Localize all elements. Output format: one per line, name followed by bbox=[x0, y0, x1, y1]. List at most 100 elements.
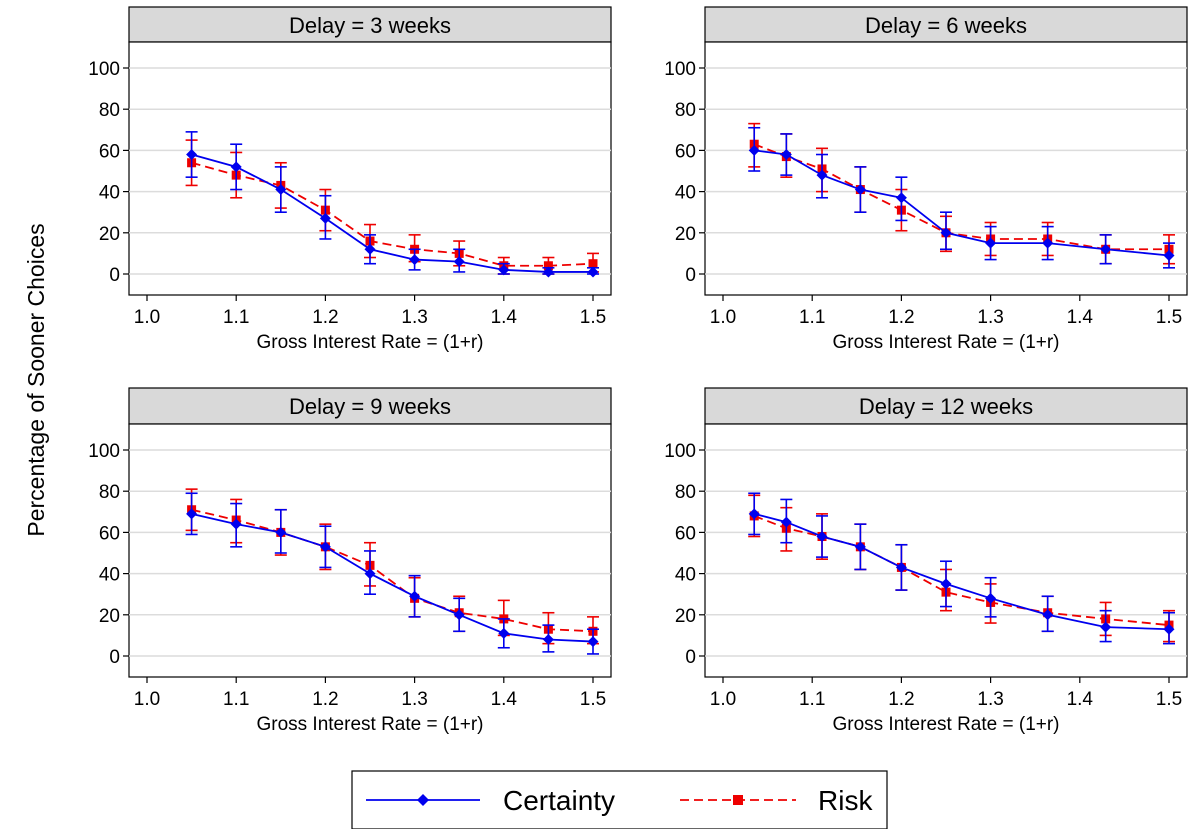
data-point bbox=[748, 144, 760, 156]
x-tick-label: 1.4 bbox=[1067, 307, 1094, 328]
panel-3: Delay = 9 weeks 0 20 40 60 80 100 1.0 1.1 1.2 1.3 1… bbox=[88, 387, 612, 735]
data-point bbox=[275, 526, 287, 538]
data-point bbox=[453, 256, 465, 268]
y-tick-label: 60 bbox=[675, 523, 696, 544]
x-tick-label: 1.0 bbox=[134, 307, 160, 328]
data-point bbox=[895, 192, 907, 204]
x-tick-label: 1.2 bbox=[888, 307, 914, 328]
x-tick-label: 1.2 bbox=[888, 689, 914, 710]
x-tick-label: 1.1 bbox=[223, 307, 249, 328]
data-point bbox=[1100, 243, 1112, 255]
x-tick-label: 1.5 bbox=[580, 307, 606, 328]
data-point bbox=[1042, 237, 1054, 249]
series-line bbox=[753, 512, 1170, 631]
x-axis-label: Gross Interest Rate = (1+r) bbox=[832, 332, 1059, 353]
panel-title: Delay = 3 weeks bbox=[289, 13, 451, 38]
series-certainty bbox=[748, 492, 1175, 645]
y-tick-label: 80 bbox=[675, 100, 696, 121]
data-point bbox=[940, 227, 952, 239]
y-tick-label: 60 bbox=[99, 141, 120, 162]
data-point bbox=[816, 169, 828, 181]
series-line bbox=[191, 161, 594, 267]
y-tick-label: 40 bbox=[675, 183, 696, 204]
data-point bbox=[542, 634, 554, 646]
y-tick-label: 0 bbox=[109, 265, 120, 286]
legend-label: Certainty bbox=[503, 785, 615, 816]
x-tick-label: 1.4 bbox=[491, 307, 518, 328]
data-point bbox=[364, 243, 376, 255]
x-tick-label: 1.3 bbox=[401, 307, 427, 328]
data-point bbox=[186, 149, 198, 161]
series-line bbox=[753, 143, 1169, 251]
y-tick-label: 20 bbox=[99, 606, 120, 627]
y-tick-label: 20 bbox=[675, 224, 696, 245]
y-tick-label: 0 bbox=[109, 647, 120, 668]
panel-header bbox=[704, 387, 1188, 425]
x-tick-label: 1.1 bbox=[223, 689, 249, 710]
shared-y-axis-label: Percentage of Sooner Choices bbox=[23, 223, 49, 536]
data-point bbox=[940, 578, 952, 590]
x-axis-label: Gross Interest Rate = (1+r) bbox=[256, 332, 483, 353]
data-point bbox=[186, 508, 198, 520]
data-point bbox=[409, 254, 421, 266]
plot-area bbox=[704, 423, 1188, 678]
y-tick-label: 40 bbox=[675, 565, 696, 586]
series-certainty bbox=[185, 131, 599, 278]
panel-4: Delay = 12 weeks 0 20 40 60 80 100 1.0 1.1 1.2 1.3… bbox=[664, 387, 1188, 735]
data-point bbox=[1042, 609, 1054, 621]
y-tick-label: 80 bbox=[99, 100, 120, 121]
series-line bbox=[191, 153, 593, 273]
panel-header bbox=[128, 6, 612, 43]
y-tick-label: 100 bbox=[664, 441, 696, 462]
x-tick-label: 1.3 bbox=[977, 689, 1003, 710]
panel-header bbox=[704, 6, 1188, 43]
x-tick-label: 1.1 bbox=[799, 307, 825, 328]
y-tick-label: 100 bbox=[88, 59, 120, 80]
data-point bbox=[409, 590, 421, 602]
y-tick-label: 80 bbox=[675, 482, 696, 503]
panels: Delay = 3 weeks 0 20 40 60 80 100 1.0 1.1 1.2 1.3 1… bbox=[88, 6, 1188, 735]
panel-title: Delay = 12 weeks bbox=[859, 394, 1033, 419]
data-point bbox=[319, 212, 331, 224]
series-certainty bbox=[185, 492, 599, 655]
data-point bbox=[985, 592, 997, 604]
data-point bbox=[748, 508, 760, 520]
x-tick-label: 1.0 bbox=[710, 307, 736, 328]
data-point bbox=[816, 531, 828, 543]
data-point bbox=[854, 541, 866, 553]
x-tick-label: 1.0 bbox=[134, 689, 160, 710]
y-tick-label: 20 bbox=[99, 224, 120, 245]
x-axis-label: Gross Interest Rate = (1+r) bbox=[256, 714, 483, 735]
panel-1: Delay = 3 weeks 0 20 40 60 80 100 1.0 1.1 1.2 1.3 1… bbox=[88, 6, 612, 353]
y-tick-label: 100 bbox=[88, 441, 120, 462]
data-point bbox=[895, 561, 907, 573]
legend: Certainty Risk bbox=[351, 770, 888, 830]
data-point bbox=[588, 259, 598, 269]
data-point bbox=[1163, 249, 1175, 261]
y-tick-label: 80 bbox=[99, 482, 120, 503]
legend-item-certainty: Certainty bbox=[366, 785, 615, 816]
x-axis-label: Gross Interest Rate = (1+r) bbox=[832, 714, 1059, 735]
data-point bbox=[364, 568, 376, 580]
x-tick-label: 1.2 bbox=[312, 307, 338, 328]
series-certainty bbox=[748, 126, 1175, 269]
series-line bbox=[191, 512, 594, 643]
data-point bbox=[543, 261, 553, 271]
plot-area bbox=[704, 41, 1188, 296]
data-point bbox=[854, 184, 866, 196]
x-tick-label: 1.5 bbox=[1156, 689, 1182, 710]
y-tick-label: 100 bbox=[664, 59, 696, 80]
x-tick-label: 1.5 bbox=[1156, 307, 1182, 328]
x-tick-label: 1.1 bbox=[799, 689, 825, 710]
series-line bbox=[754, 149, 1170, 257]
y-tick-label: 20 bbox=[675, 606, 696, 627]
data-point bbox=[587, 266, 599, 278]
x-tick-label: 1.3 bbox=[977, 307, 1003, 328]
legend-marker bbox=[733, 795, 743, 805]
panel-title: Delay = 9 weeks bbox=[289, 394, 451, 419]
data-point bbox=[319, 541, 331, 553]
x-tick-label: 1.4 bbox=[491, 689, 518, 710]
x-tick-label: 1.3 bbox=[401, 689, 427, 710]
